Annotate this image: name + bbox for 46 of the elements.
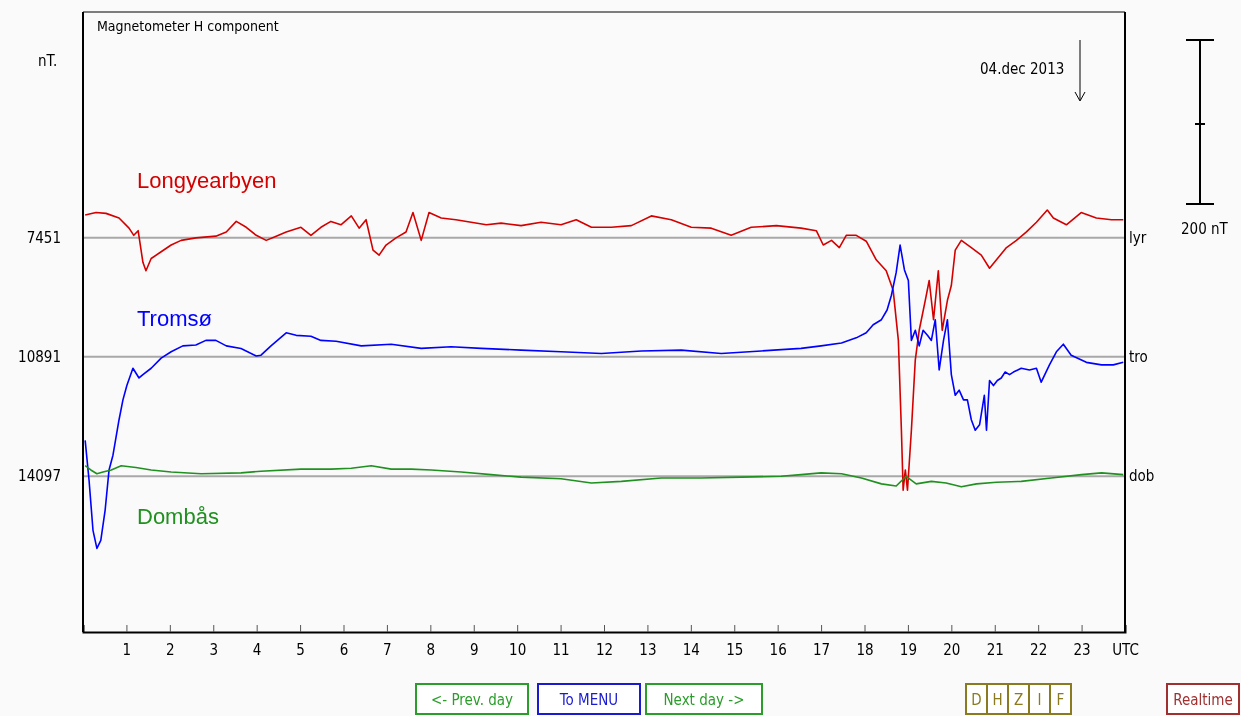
series-label: Dombås [137,504,219,529]
button: To MENU [537,683,641,715]
x-tick-label: 16 [769,640,787,659]
text: dob [1129,467,1155,486]
button: Z [1007,683,1030,715]
text: tro [1129,347,1148,366]
button: Realtime [1166,683,1240,715]
x-tick-label: 11 [552,640,570,659]
x-tick-label: 7 [383,640,392,659]
x-tick-label: 18 [856,640,874,659]
series-label: Tromsø [137,306,212,331]
x-tick-label: 20 [943,640,961,659]
x-tick-label: 6 [339,640,349,659]
button: F [1049,683,1072,715]
button: D [965,683,988,715]
x-tick-label: 8 [426,640,436,659]
text: 200 nT [1181,220,1229,238]
text: 7451 [26,228,61,247]
button: H [986,683,1009,715]
x-tick-label: 23 [1073,640,1091,659]
x-tick-label: 1 [122,640,132,659]
button: Next day -> [645,683,763,715]
x-tick-label: 22 [1030,640,1048,659]
x-tick-label: 9 [469,640,479,659]
text: lyr [1129,228,1147,247]
x-tick-label: 14 [682,640,700,659]
text: 10891 [18,347,61,366]
text: 04.dec 2013 [980,60,1065,78]
button: <- Prev. day [415,683,529,715]
x-tick-label: 5 [296,640,305,659]
series-label: Longyearbyen [137,168,277,193]
x-tick-label: 4 [252,640,262,659]
x-tick-label: 2 [166,640,175,659]
x-tick-label: 3 [209,640,219,659]
chart-title: Magnetometer H component [97,18,279,34]
x-tick-label: 13 [639,640,657,659]
x-tick-label: 15 [726,640,744,659]
x-tick-label: 10 [509,640,527,659]
x-tick-label: 17 [813,640,831,659]
x-tick-label: 12 [595,640,614,659]
x-tick-label: UTC [1112,640,1139,659]
x-tick-label: 19 [899,640,917,659]
x-tick-label: 21 [986,640,1004,659]
text: nT. [38,52,58,70]
button: I [1028,683,1051,715]
text: 14097 [18,467,61,486]
